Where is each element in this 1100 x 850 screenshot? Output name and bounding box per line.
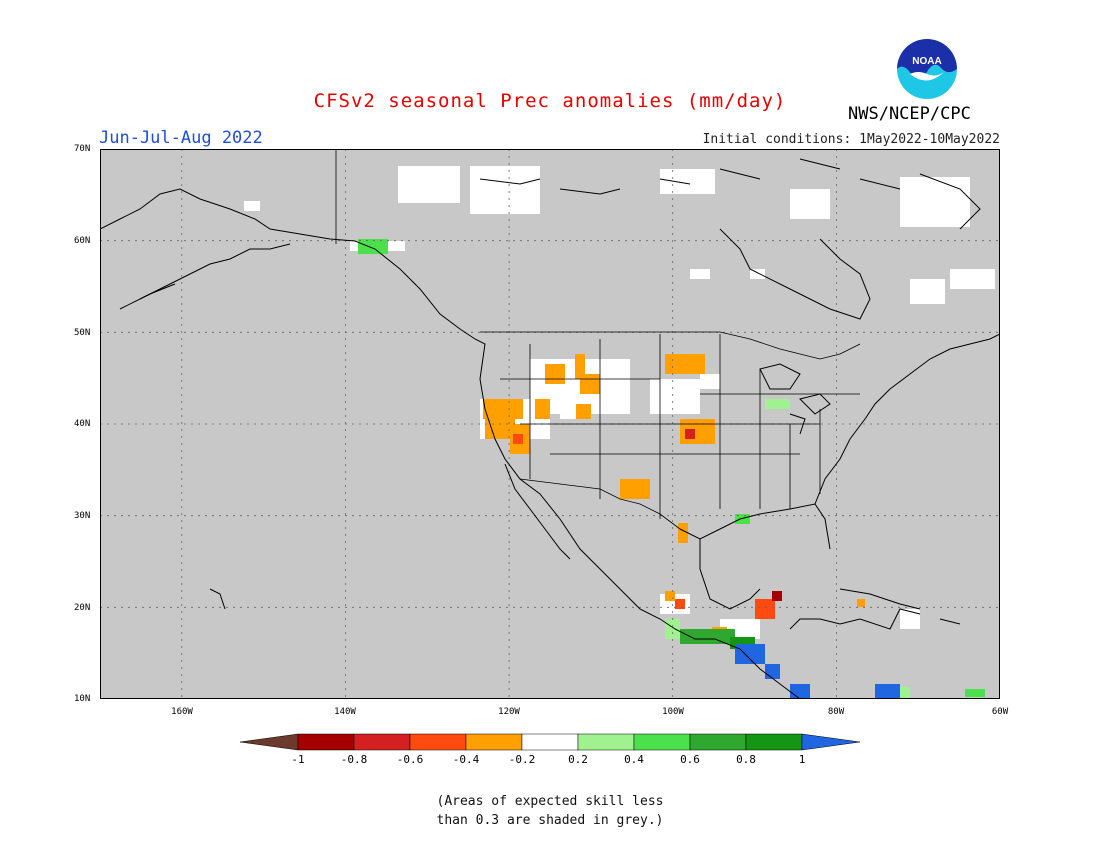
agency-label: NWS/NCEP/CPC: [848, 104, 971, 124]
skill-note: (Areas of expected skill less than 0.3 a…: [0, 792, 1100, 830]
colorbar-cell: [745, 733, 803, 751]
precipitation-anomaly-map: [100, 149, 1000, 699]
dry-anomaly-areas: [483, 354, 865, 637]
initial-conditions: Initial conditions: 1May2022-10May2022: [702, 132, 1000, 147]
lon-label-100w: 100W: [662, 707, 684, 717]
lat-label-30n: 30N: [74, 511, 91, 521]
colorbar-label: -0.8: [340, 753, 368, 766]
lon-label-160w: 160W: [171, 707, 193, 717]
colorbar-label: -0.6: [396, 753, 424, 766]
colorbar: [240, 733, 861, 751]
colorbar-arrow-low: [240, 733, 299, 751]
lat-label-40n: 40N: [74, 419, 91, 429]
colorbar-cell: [297, 733, 355, 751]
colorbar-cell: [577, 733, 635, 751]
lon-label-80w: 80W: [827, 707, 845, 717]
map-title: CFSv2 seasonal Prec anomalies (mm/day): [313, 90, 787, 112]
colorbar-label: 0.4: [624, 753, 644, 766]
lon-label-60w: 60W: [991, 707, 1009, 717]
skill-note-line-1: (Areas of expected skill less: [436, 794, 664, 809]
lat-label-10n: 10N: [74, 694, 91, 704]
colorbar-cell: [633, 733, 691, 751]
skill-note-line-2: than 0.3 are shaded in grey.): [436, 813, 664, 828]
colorbar-label: 0.6: [680, 753, 700, 766]
lon-label-140w: 140W: [334, 707, 356, 717]
colorbar-label: 1: [798, 753, 806, 766]
noaa-logo-text: NOAA: [912, 56, 941, 67]
colorbar-cell: [521, 733, 579, 751]
colorbar-cell: [353, 733, 411, 751]
coastlines: [100, 158, 1000, 699]
lon-label-120w: 120W: [498, 707, 520, 717]
colorbar-label: -0.4: [452, 753, 480, 766]
colorbar-label: -1: [291, 753, 305, 766]
lat-label-70n: 70N: [74, 144, 91, 154]
lat-label-60n: 60N: [74, 236, 91, 246]
colorbar-arrow-high: [801, 733, 861, 751]
lat-label-50n: 50N: [74, 328, 91, 338]
colorbar-label: 0.8: [736, 753, 756, 766]
colorbar-cell: [465, 733, 523, 751]
colorbar-cell: [689, 733, 747, 751]
lat-label-20n: 20N: [74, 603, 91, 613]
forecast-period: Jun-Jul-Aug 2022: [99, 128, 263, 148]
noaa-logo: NOAA: [897, 39, 957, 99]
colorbar-label: 0.2: [568, 753, 588, 766]
colorbar-cell: [409, 733, 467, 751]
political-borders: [335, 149, 861, 530]
colorbar-label: -0.2: [508, 753, 536, 766]
